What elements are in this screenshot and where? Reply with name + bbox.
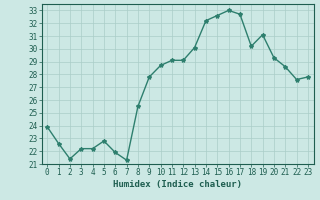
X-axis label: Humidex (Indice chaleur): Humidex (Indice chaleur) [113, 180, 242, 189]
